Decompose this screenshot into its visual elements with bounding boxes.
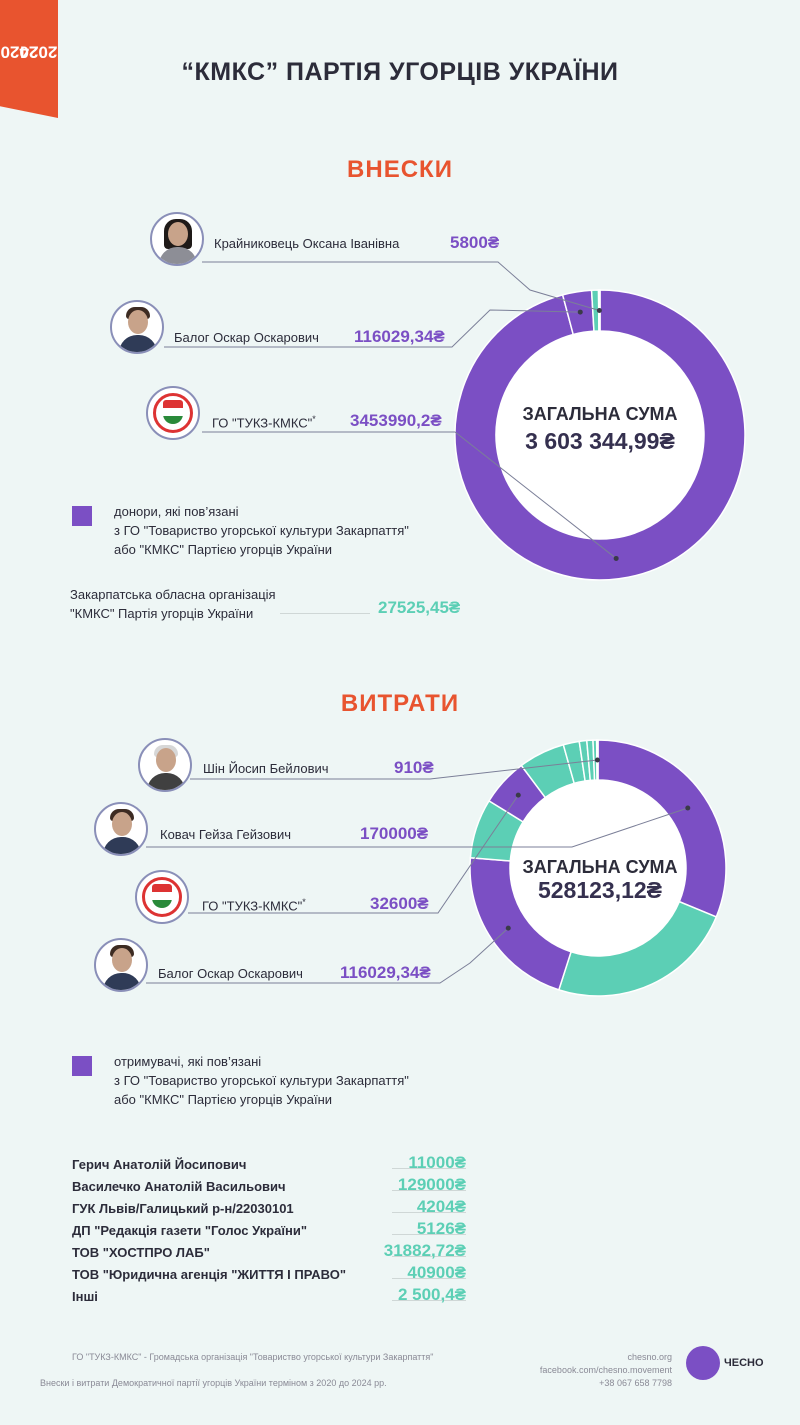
recipient-photo-avatar (94, 938, 148, 992)
recipient-photo-avatar (138, 738, 192, 792)
leader-line (202, 431, 617, 559)
leader-line-dot (515, 792, 521, 798)
leader-line-dot (596, 308, 602, 314)
other-recipient-name: ДП "Редакція газети "Голос України" (72, 1223, 308, 1238)
legend-swatch (72, 1056, 92, 1076)
leader-line (146, 807, 688, 848)
donor-name: Крайниковець Оксана Іванівна (214, 236, 400, 251)
org-logo-avatar (135, 870, 189, 924)
expenses-total-label: ЗАГАЛЬНА СУМА (522, 857, 678, 877)
year-ribbon (0, 0, 58, 118)
legend-swatch (72, 506, 92, 526)
leader-line-dot (505, 925, 511, 931)
donor-photo-avatar (150, 212, 204, 266)
recipient-amount: 910₴ (394, 758, 434, 777)
other-donor-name: Закарпатська обласна організація "КМКС" … (70, 587, 276, 621)
chesno-logo-text: ЧЕСНО (724, 1357, 764, 1369)
recipient-amount: 170000₴ (360, 824, 429, 843)
other-recipient-amount: 5126₴ (416, 1219, 466, 1238)
divider (392, 1168, 466, 1169)
other-recipient-name: ТОВ "ХОСТПРО ЛАБ" (72, 1245, 210, 1260)
divider (392, 1212, 466, 1213)
leader-line-dot (613, 555, 619, 561)
footnote-period: Внески і витрати Демократичної партії уг… (40, 1378, 387, 1388)
contributions-total-label: ЗАГАЛЬНА СУМА (522, 404, 678, 424)
donor-name: Балог Оскар Оскарович (174, 330, 319, 345)
website-link[interactable]: chesno.org (627, 1352, 672, 1362)
chesno-logo-icon (686, 1346, 720, 1380)
expenses-legend: отримувачі, які пов’язані з ГО "Товарист… (114, 1054, 409, 1107)
other-recipient-name: ГУК Львів/Галицький р-н/22030101 (72, 1201, 294, 1216)
donor-amount: 5800₴ (450, 233, 500, 252)
recipient-name: ГО "ТУКЗ-КМКС"* (202, 897, 306, 914)
divider (392, 1278, 466, 1279)
divider (392, 1234, 466, 1235)
recipient-name: Шін Йосип Бейлович (203, 761, 329, 776)
leader-line (190, 759, 598, 780)
recipient-photo-avatar (94, 802, 148, 856)
contributions-legend: донори, які пов’язані з ГО "Товариство у… (114, 504, 409, 557)
facebook-link[interactable]: facebook.com/chesno.movement (539, 1365, 672, 1375)
contributions-total-value: 3 603 344,99₴ (525, 428, 675, 454)
recipient-name: Балог Оскар Оскарович (158, 966, 303, 981)
donor-amount: 116029,34₴ (354, 327, 445, 346)
donor-amount: 3453990,2₴ (350, 411, 442, 430)
other-recipient-amount: 40900₴ (407, 1263, 466, 1282)
expenses-title: ВИТРАТИ (340, 690, 460, 717)
recipient-amount: 116029,34₴ (340, 963, 431, 982)
donor-photo-avatar (110, 300, 164, 354)
leader-line-dot (594, 757, 600, 763)
divider (392, 1190, 466, 1191)
other-recipient-amount: 31882,72₴ (383, 1241, 466, 1260)
page-title: “КМКС” ПАРТІЯ УГОРЦІВ УКРАЇНИ (181, 58, 619, 86)
expenses-total-value: 528123,12₴ (537, 877, 663, 903)
donor-name: ГО "ТУКЗ-КМКС"* (212, 414, 316, 431)
org-logo-avatar (146, 386, 200, 440)
other-recipient-name: ТОВ "Юридична агенція "ЖИТТЯ І ПРАВО" (72, 1267, 346, 1282)
other-recipient-amount: 4204₴ (416, 1197, 466, 1216)
other-recipient-name: Василечко Анатолій Васильович (72, 1179, 286, 1194)
other-donor-amount: 27525,45₴ (378, 598, 461, 617)
other-recipient-amount: 2 500,4₴ (397, 1285, 466, 1304)
other-recipient-amount: 129000₴ (397, 1175, 466, 1194)
other-recipient-name: Інші (72, 1289, 98, 1304)
leader-line-dot (685, 805, 691, 811)
contacts: chesno.org facebook.com/chesno.movement … (540, 1351, 672, 1390)
leader-line (146, 927, 509, 984)
divider (392, 1300, 466, 1301)
phone-number: +38 067 658 7798 (599, 1378, 672, 1388)
recipient-amount: 32600₴ (370, 894, 429, 913)
leader-line (202, 261, 600, 311)
divider (280, 613, 370, 614)
other-recipient-amount: 11000₴ (408, 1153, 466, 1172)
other-recipient-name: Герич Анатолій Йосипович (72, 1157, 247, 1172)
recipient-name: Ковач Гейза Гейзович (160, 827, 292, 842)
donut-center (496, 331, 704, 539)
leader-line (164, 309, 581, 348)
footnote-abbreviation: ГО "ТУКЗ-КМКС" - Громадська організація … (72, 1352, 434, 1362)
donut-center (510, 780, 686, 956)
leader-line-dot (577, 309, 583, 315)
contributions-title: ВНЕСКИ (347, 156, 453, 183)
divider (392, 1256, 466, 1257)
leader-line (188, 794, 519, 914)
